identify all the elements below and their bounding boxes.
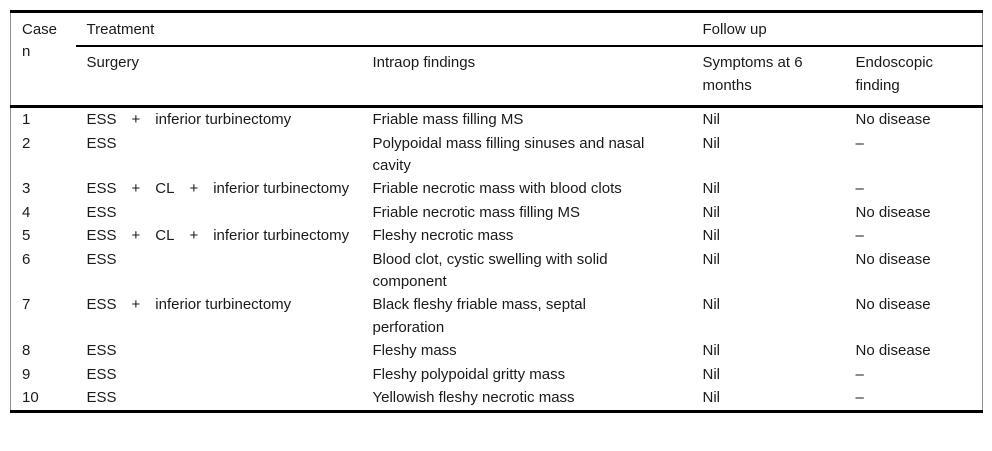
case-number: 2 bbox=[22, 134, 31, 152]
symptoms-cell: Nil bbox=[702, 389, 721, 407]
case-number: 1 bbox=[22, 111, 31, 129]
table-row: 5 ESS + CL + inferior turbinectomy Flesh… bbox=[11, 224, 983, 247]
col-group-followup: Follow up bbox=[691, 11, 983, 48]
surgery-cell: ESS + CL + inferior turbinectomy bbox=[86, 180, 350, 198]
endoscopic-finding-cell: No disease bbox=[855, 203, 931, 221]
endoscopic-finding-cell: No disease bbox=[855, 342, 931, 360]
intraop-findings-cell: Fleshy mass bbox=[372, 342, 457, 360]
table-row: 9 ESS Fleshy polypoidal gritty mass Nil … bbox=[11, 363, 983, 386]
case-number: 3 bbox=[22, 180, 31, 198]
intraop-findings-cell: Black fleshy friable mass, septal perfor… bbox=[372, 296, 586, 336]
endoscopic-finding-cell: – bbox=[855, 134, 864, 152]
surgery-cell: ESS bbox=[86, 250, 117, 268]
surgery-cell: ESS bbox=[86, 365, 117, 383]
endoscopic-finding-cell: No disease bbox=[855, 111, 931, 129]
case-number: 9 bbox=[22, 365, 31, 383]
surgery-cell: ESS bbox=[86, 203, 117, 221]
case-number: 6 bbox=[22, 250, 31, 268]
case-number: 4 bbox=[22, 203, 31, 221]
symptoms-cell: Nil bbox=[702, 203, 721, 221]
col-group-treatment: Treatment bbox=[75, 11, 692, 48]
table-row: 10 ESS Yellowish fleshy necrotic mass Ni… bbox=[11, 386, 983, 411]
surgery-cell: ESS + CL + inferior turbinectomy bbox=[86, 227, 350, 245]
group-header-row: Case n Treatment Follow up bbox=[10, 11, 983, 109]
endoscopic-finding-cell: No disease bbox=[855, 296, 931, 314]
intraop-findings-cell: Fleshy necrotic mass bbox=[372, 227, 514, 245]
table-row: 8 ESS Fleshy mass Nil No disease bbox=[11, 339, 983, 362]
surgery-cell: ESS bbox=[86, 342, 117, 360]
col-header-symptoms: Symptoms at 6 months bbox=[691, 46, 845, 109]
symptoms-cell: Nil bbox=[702, 296, 721, 314]
table-row: 2 ESS Polypoidal mass filling sinuses an… bbox=[11, 132, 983, 178]
intraop-findings-cell: Friable mass filling MS bbox=[372, 111, 524, 129]
symptoms-cell: Nil bbox=[702, 342, 721, 360]
symptoms-cell: Nil bbox=[702, 365, 721, 383]
table-header: Case n Treatment Follow up Surgery Intra… bbox=[10, 11, 983, 109]
surgery-cell: ESS bbox=[86, 389, 117, 407]
endoscopic-finding-cell: No disease bbox=[855, 250, 931, 268]
symptoms-cell: Nil bbox=[702, 180, 721, 198]
col-header-surgery: Surgery bbox=[75, 46, 362, 109]
col-header-intraop-findings: Intraop findings bbox=[361, 46, 692, 109]
case-number: 5 bbox=[22, 227, 31, 245]
col-header-endoscopic-finding: Endoscopic finding bbox=[844, 46, 983, 109]
endoscopic-finding-cell: – bbox=[855, 389, 864, 407]
intraop-findings-cell: Blood clot, cystic swelling with solid c… bbox=[372, 250, 608, 291]
endoscopic-finding-cell: – bbox=[855, 365, 864, 383]
surgery-cell: ESS bbox=[86, 134, 117, 152]
table-body: 1 ESS + inferior turbinectomy Friable ma… bbox=[11, 107, 983, 411]
symptoms-cell: Nil bbox=[702, 227, 721, 245]
symptoms-cell: Nil bbox=[702, 250, 721, 268]
symptoms-cell: Nil bbox=[702, 111, 721, 129]
table-row: 7 ESS + inferior turbinectomy Black fles… bbox=[11, 293, 983, 339]
case-number: 7 bbox=[22, 296, 31, 314]
intraop-findings-cell: Yellowish fleshy necrotic mass bbox=[372, 389, 575, 407]
page: Case n Treatment Follow up Surgery Intra… bbox=[10, 10, 984, 413]
endoscopic-finding-cell: – bbox=[855, 227, 864, 245]
table-row: 1 ESS + inferior turbinectomy Friable ma… bbox=[11, 107, 983, 132]
sub-header-row: Surgery Intraop findings Symptoms at 6 m… bbox=[11, 46, 983, 109]
table-row: 4 ESS Friable necrotic mass filling MS N… bbox=[11, 201, 983, 224]
cases-table: Case n Treatment Follow up Surgery Intra… bbox=[10, 10, 984, 413]
surgery-cell: ESS + inferior turbinectomy bbox=[86, 296, 292, 314]
surgery-cell: ESS + inferior turbinectomy bbox=[86, 111, 292, 129]
intraop-findings-cell: Friable necrotic mass with blood clots bbox=[372, 180, 622, 198]
endoscopic-finding-cell: – bbox=[855, 180, 864, 198]
table-row: 6 ESS Blood clot, cystic swelling with s… bbox=[11, 248, 983, 294]
table-row: 3 ESS + CL + inferior turbinectomy Friab… bbox=[11, 177, 983, 200]
intraop-findings-cell: Fleshy polypoidal gritty mass bbox=[372, 365, 566, 383]
case-number: 10 bbox=[22, 389, 39, 407]
col-header-case: Case n bbox=[10, 11, 76, 109]
intraop-findings-cell: Friable necrotic mass filling MS bbox=[372, 203, 581, 221]
symptoms-cell: Nil bbox=[702, 134, 721, 152]
intraop-findings-cell: Polypoidal mass filling sinuses and nasa… bbox=[372, 134, 645, 175]
case-number: 8 bbox=[22, 342, 31, 360]
